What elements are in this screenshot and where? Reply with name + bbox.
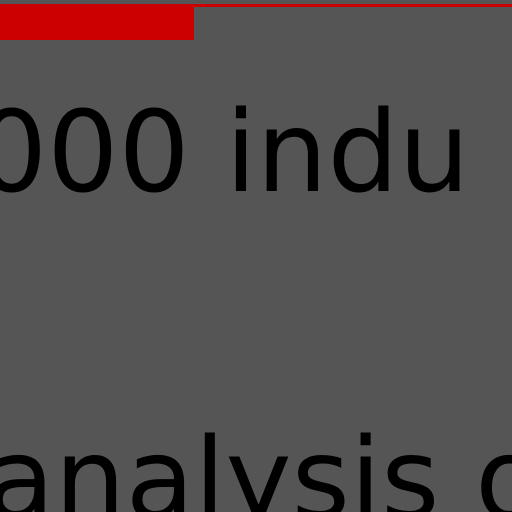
progress-bar [0,4,512,40]
content-text-line-1: 000 indu [0,88,470,218]
progress-fill [0,4,194,40]
top-accent-line [0,4,512,7]
content-text-line-2: analysis o [0,415,512,512]
